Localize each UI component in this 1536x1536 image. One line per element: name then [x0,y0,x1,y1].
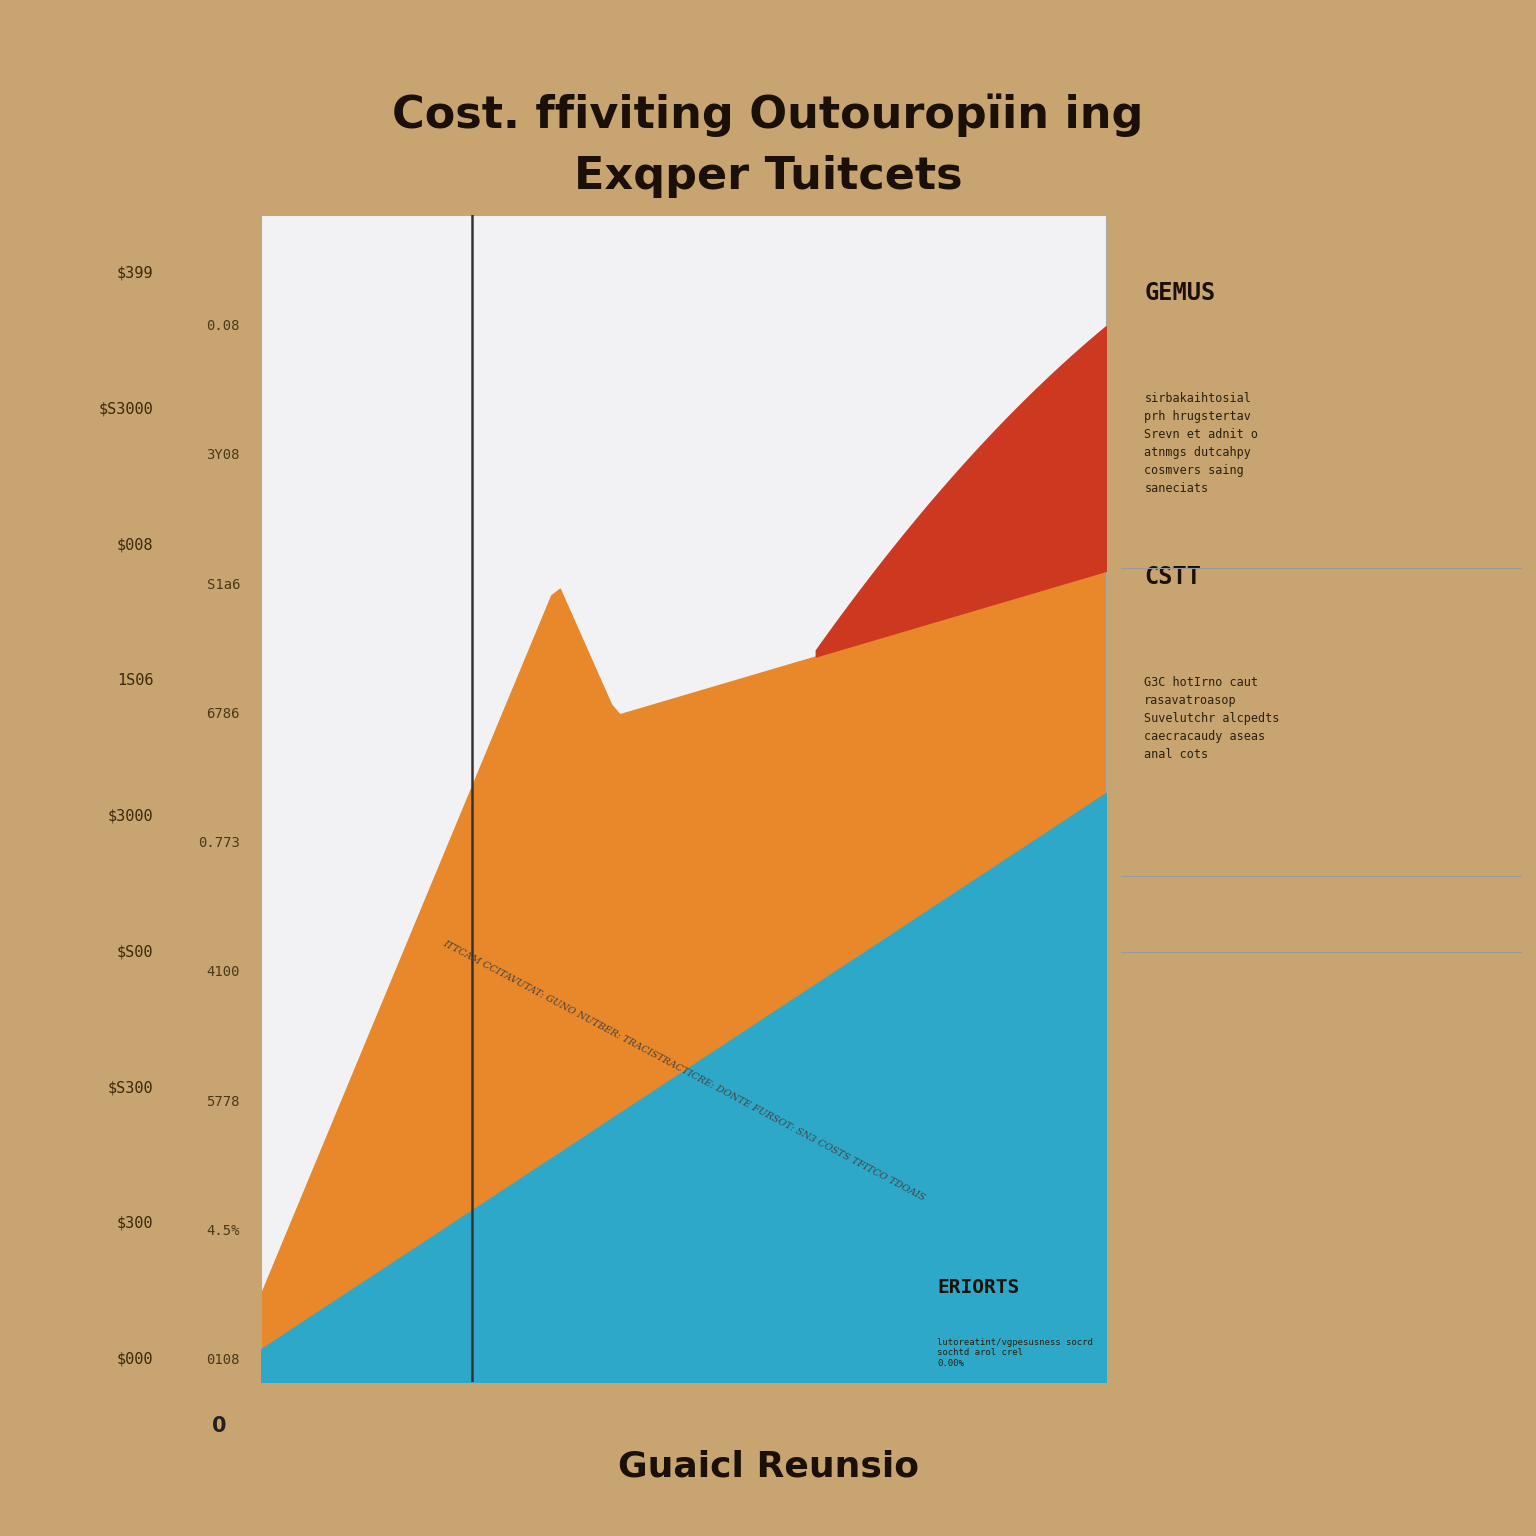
Text: CSTT: CSTT [1144,565,1201,588]
Text: 4100: 4100 [206,966,240,980]
Text: GEMUS: GEMUS [1144,281,1215,304]
Text: Cost. ffiviting Outouropïin ing: Cost. ffiviting Outouropïin ing [392,94,1144,137]
Text: 1S06: 1S06 [117,673,154,688]
Text: $008: $008 [117,538,154,553]
Text: 4.5%: 4.5% [206,1224,240,1238]
Text: ERIORTS: ERIORTS [937,1278,1020,1298]
Text: $S3000: $S3000 [98,401,154,416]
Text: $000: $000 [117,1352,154,1367]
Text: 0.773: 0.773 [198,836,240,851]
Text: Exqper Tuitcets: Exqper Tuitcets [573,155,963,198]
Text: 0: 0 [212,1416,226,1436]
Text: $S00: $S00 [117,945,154,960]
Text: S1a6: S1a6 [206,578,240,591]
Text: $S300: $S300 [108,1080,154,1095]
Text: 0108: 0108 [206,1353,240,1367]
Text: $300: $300 [117,1217,154,1230]
Text: ITTCAM CCITAVUTAT: GUNO NUTBER: TRACISTRACTICRE: DONTE FURSOT: SN3 COSTS TFITCO : ITTCAM CCITAVUTAT: GUNO NUTBER: TRACISTR… [441,938,926,1203]
Text: sirbakaihtosial
prh hrugstertav
Srevn et adnit o
atnmgs dutcahpy
cosmvers saing
: sirbakaihtosial prh hrugstertav Srevn et… [1144,392,1258,495]
Text: $3000: $3000 [108,809,154,823]
Text: 6786: 6786 [206,707,240,720]
Text: $399: $399 [117,266,154,281]
Text: G3C hotIrno caut
rasavatroasop
Suvelutchr alcpedts
caecracaudy aseas
anal cots: G3C hotIrno caut rasavatroasop Suvelutch… [1144,676,1279,760]
Text: 5778: 5778 [206,1095,240,1109]
Text: lutoreatint/vgpesusness socrd
sochtd arol crel
0.00%: lutoreatint/vgpesusness socrd sochtd aro… [937,1338,1092,1367]
Text: 0.08: 0.08 [206,319,240,333]
Text: Guaicl Reunsio: Guaicl Reunsio [617,1450,919,1484]
Text: 3Y08: 3Y08 [206,449,240,462]
